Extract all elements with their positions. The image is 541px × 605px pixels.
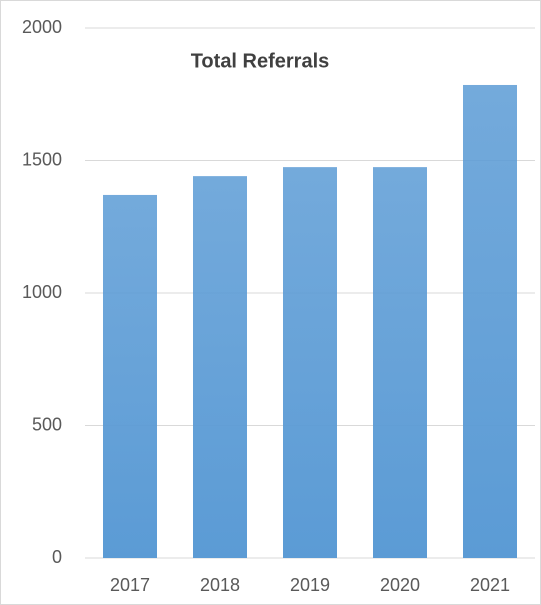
chart-title: Total Referrals [191,50,330,72]
bar [283,167,337,558]
y-tick-label: 2000 [22,17,62,37]
bar [373,167,427,558]
bar [103,194,157,558]
y-tick-label: 500 [32,414,62,434]
bar [463,84,517,558]
x-tick-label: 2021 [470,575,510,595]
y-tick-label: 1000 [22,282,62,302]
x-tick-label: 2020 [380,575,420,595]
x-tick-label: 2019 [290,575,330,595]
y-tick-label: 1500 [22,149,62,169]
x-tick-label: 2018 [200,575,240,595]
bar [193,176,247,558]
x-tick-label: 2017 [110,575,150,595]
y-tick-label: 0 [52,547,62,567]
